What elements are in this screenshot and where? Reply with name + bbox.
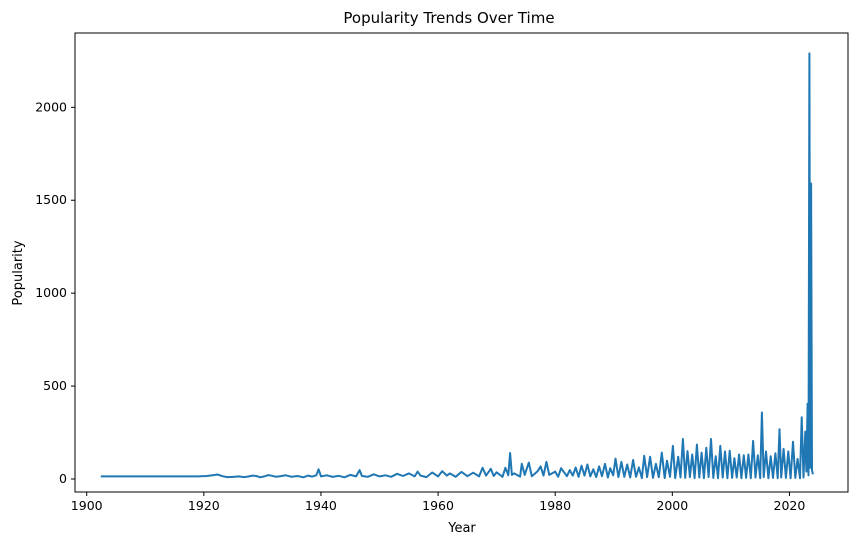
y-tick-label: 2000 <box>35 99 67 114</box>
x-tick-label: 2000 <box>656 498 688 513</box>
x-axis-label: Year <box>447 521 476 536</box>
y-tick-label: 500 <box>43 378 67 393</box>
y-tick-label: 0 <box>59 471 67 486</box>
x-tick-label: 1980 <box>539 498 571 513</box>
y-axis: 0 500 1000 1500 2000 <box>35 99 75 486</box>
x-tick-label: 2020 <box>774 498 806 513</box>
x-tick-label: 1960 <box>422 498 454 513</box>
x-tick-label: 1920 <box>188 498 220 513</box>
plot-area <box>100 52 814 480</box>
chart-title: Popularity Trends Over Time <box>343 9 554 27</box>
y-axis-label: Popularity <box>11 240 26 305</box>
x-tick-label: 1940 <box>305 498 337 513</box>
y-tick-label: 1500 <box>35 192 67 207</box>
axes-frame <box>74 32 849 493</box>
y-tick-label: 1000 <box>35 285 67 300</box>
x-tick-label: 1900 <box>71 498 103 513</box>
x-axis: 1900 1920 1940 1960 1980 2000 2020 <box>71 492 806 513</box>
series-line-0 <box>100 52 814 480</box>
